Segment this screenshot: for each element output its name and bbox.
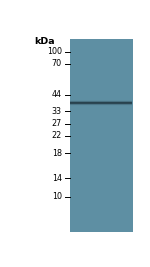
Text: 27: 27 [51,119,62,128]
Bar [70,39,133,233]
Text: 10: 10 [52,192,62,201]
Text: 44: 44 [52,90,62,99]
Text: kDa: kDa [34,37,55,46]
Text: 18: 18 [52,149,62,158]
Text: 22: 22 [51,131,62,140]
Text: 33: 33 [52,107,62,116]
Text: 70: 70 [52,59,62,68]
Text: 14: 14 [52,174,62,183]
Text: 100: 100 [47,47,62,56]
